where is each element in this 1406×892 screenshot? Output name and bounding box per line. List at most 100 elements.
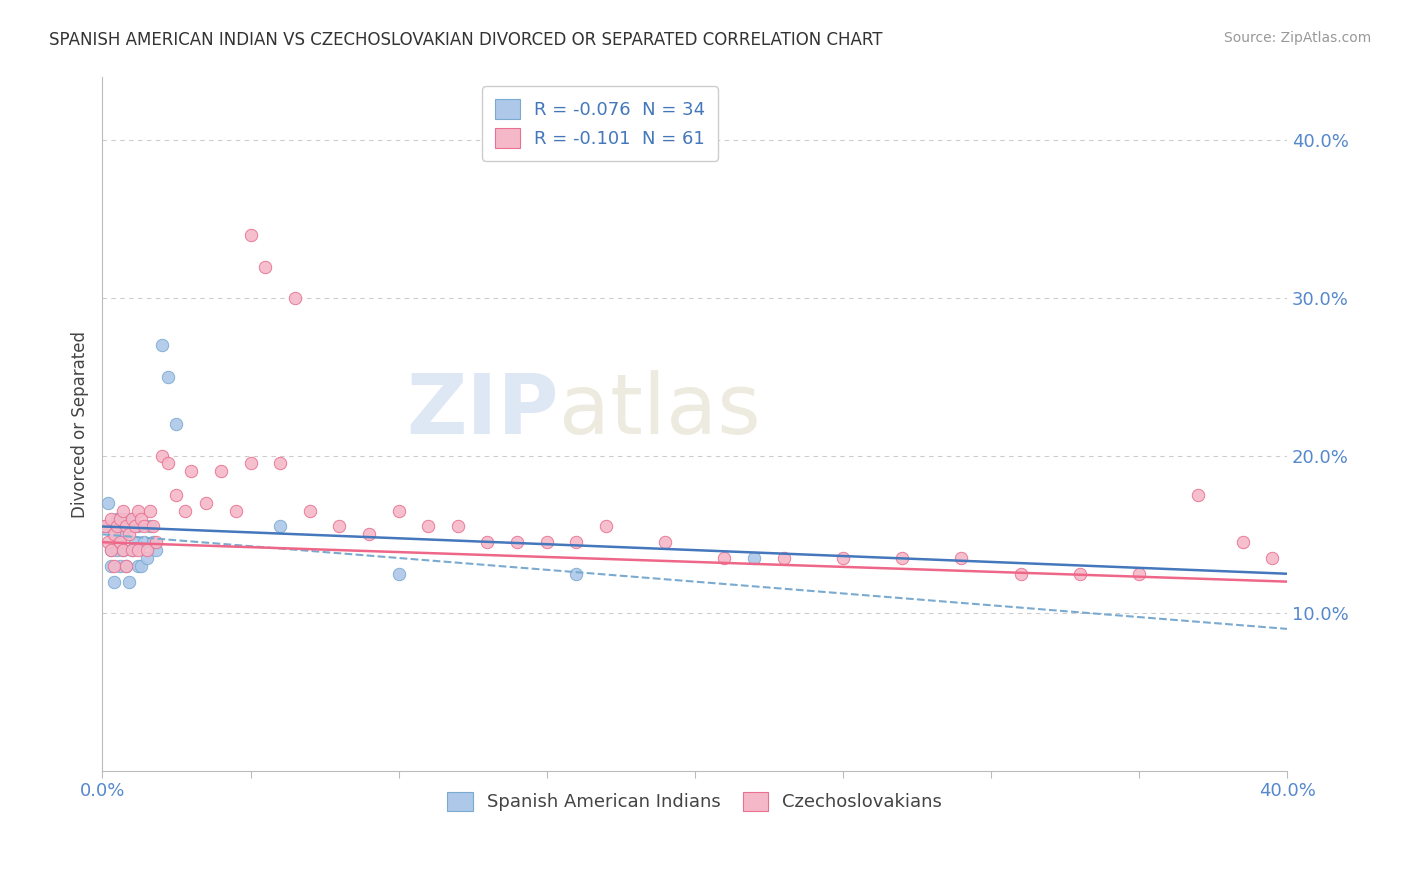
Point xyxy=(105,543,128,558)
Y-axis label: Divorced or Separated: Divorced or Separated xyxy=(72,331,89,517)
Point xyxy=(108,511,131,525)
Point xyxy=(127,558,149,573)
Point xyxy=(1187,488,1209,502)
Point xyxy=(94,519,117,533)
Point xyxy=(105,519,128,533)
Point xyxy=(139,504,162,518)
Point xyxy=(97,535,120,549)
Point xyxy=(891,551,914,566)
Point xyxy=(195,496,218,510)
Point xyxy=(121,511,143,525)
Point xyxy=(239,227,262,242)
Point xyxy=(103,574,125,589)
Point xyxy=(121,543,143,558)
Point xyxy=(124,535,146,549)
Point xyxy=(121,543,143,558)
Text: Source: ZipAtlas.com: Source: ZipAtlas.com xyxy=(1223,31,1371,45)
Point xyxy=(150,338,173,352)
Point xyxy=(112,527,135,541)
Point xyxy=(477,535,499,549)
Point xyxy=(209,464,232,478)
Point xyxy=(145,543,167,558)
Point xyxy=(139,519,162,533)
Point xyxy=(142,519,165,533)
Point xyxy=(100,558,122,573)
Point xyxy=(135,543,157,558)
Point xyxy=(772,551,794,566)
Point xyxy=(112,504,135,518)
Point xyxy=(418,519,440,533)
Text: SPANISH AMERICAN INDIAN VS CZECHOSLOVAKIAN DIVORCED OR SEPARATED CORRELATION CHA: SPANISH AMERICAN INDIAN VS CZECHOSLOVAKI… xyxy=(49,31,883,49)
Point xyxy=(166,417,188,431)
Point xyxy=(108,519,131,533)
Point xyxy=(100,543,122,558)
Point xyxy=(506,535,529,549)
Point xyxy=(108,535,131,549)
Point xyxy=(127,504,149,518)
Point xyxy=(239,457,262,471)
Point xyxy=(1261,551,1284,566)
Point xyxy=(387,504,409,518)
Point xyxy=(100,511,122,525)
Point xyxy=(103,527,125,541)
Point xyxy=(108,558,131,573)
Point xyxy=(1232,535,1254,549)
Point xyxy=(127,543,149,558)
Point xyxy=(269,519,291,533)
Point xyxy=(447,519,470,533)
Point xyxy=(269,457,291,471)
Point xyxy=(129,558,152,573)
Point xyxy=(94,519,117,533)
Legend: Spanish American Indians, Czechoslovakians: Spanish American Indians, Czechoslovakia… xyxy=(434,779,955,824)
Point xyxy=(713,551,735,566)
Point xyxy=(103,558,125,573)
Point xyxy=(565,566,588,581)
Point xyxy=(124,519,146,533)
Point xyxy=(298,504,321,518)
Point xyxy=(112,543,135,558)
Point xyxy=(121,511,143,525)
Point xyxy=(135,551,157,566)
Point xyxy=(127,519,149,533)
Point xyxy=(654,535,676,549)
Point xyxy=(100,543,122,558)
Point xyxy=(118,527,141,541)
Point xyxy=(328,519,350,533)
Point xyxy=(284,291,307,305)
Point xyxy=(105,511,128,525)
Text: ZIP: ZIP xyxy=(406,369,558,450)
Point xyxy=(254,260,277,274)
Point xyxy=(115,558,138,573)
Point xyxy=(565,535,588,549)
Point xyxy=(156,369,179,384)
Point xyxy=(174,504,197,518)
Point xyxy=(1069,566,1091,581)
Point xyxy=(97,496,120,510)
Point xyxy=(132,519,155,533)
Point xyxy=(103,527,125,541)
Point xyxy=(129,511,152,525)
Point xyxy=(115,511,138,525)
Point xyxy=(1128,566,1150,581)
Text: atlas: atlas xyxy=(558,369,761,450)
Point xyxy=(118,519,141,533)
Point xyxy=(112,543,135,558)
Point xyxy=(118,574,141,589)
Point xyxy=(357,527,380,541)
Point xyxy=(1010,566,1032,581)
Point xyxy=(387,566,409,581)
Point xyxy=(180,464,202,478)
Point xyxy=(115,519,138,533)
Point xyxy=(132,535,155,549)
Point xyxy=(950,551,973,566)
Point xyxy=(595,519,617,533)
Point xyxy=(536,535,558,549)
Point xyxy=(142,535,165,549)
Point xyxy=(115,558,138,573)
Point xyxy=(145,535,167,549)
Point xyxy=(742,551,765,566)
Point xyxy=(166,488,188,502)
Point xyxy=(831,551,853,566)
Point xyxy=(225,504,247,518)
Point xyxy=(156,457,179,471)
